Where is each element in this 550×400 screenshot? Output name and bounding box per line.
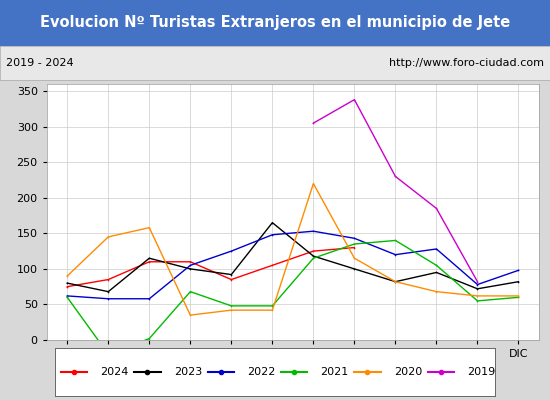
Text: 2023: 2023: [174, 367, 202, 377]
Text: 2019 - 2024: 2019 - 2024: [6, 58, 73, 68]
Text: 2020: 2020: [394, 367, 422, 377]
Text: Evolucion Nº Turistas Extranjeros en el municipio de Jete: Evolucion Nº Turistas Extranjeros en el …: [40, 16, 510, 30]
Text: http://www.foro-ciudad.com: http://www.foro-ciudad.com: [389, 58, 544, 68]
Text: 2022: 2022: [247, 367, 276, 377]
Text: 2021: 2021: [321, 367, 349, 377]
Text: 2024: 2024: [101, 367, 129, 377]
Text: 2019: 2019: [467, 367, 496, 377]
